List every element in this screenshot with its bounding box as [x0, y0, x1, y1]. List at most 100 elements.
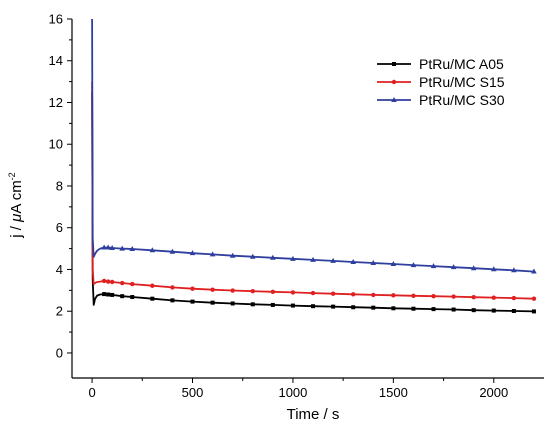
data-point: [189, 250, 196, 256]
data-point: [102, 292, 107, 297]
series-line: [91, 92, 535, 313]
data-point: [430, 263, 437, 269]
data-point: [391, 97, 397, 102]
data-point: [249, 253, 256, 259]
data-point: [310, 290, 316, 296]
y-axis-label-mu: μ: [8, 214, 25, 223]
data-point: [270, 302, 275, 307]
series-group: [91, 18, 537, 314]
data-point: [392, 62, 396, 66]
data-point: [210, 287, 215, 292]
data-point: [490, 266, 497, 272]
data-point: [106, 292, 111, 297]
series-ptru-mc-s15: [91, 81, 537, 301]
data-point: [471, 295, 476, 300]
data-point: [290, 303, 295, 308]
data-point: [101, 278, 107, 284]
y-axis-label-prefix: j /: [8, 222, 25, 239]
y-tick-label: 6: [56, 220, 63, 235]
data-point: [250, 288, 255, 294]
data-point: [105, 279, 111, 284]
data-point: [130, 295, 135, 300]
legend-label: PtRu/MC S30: [419, 92, 505, 108]
data-point: [350, 258, 356, 264]
y-tick-label: 2: [56, 304, 63, 319]
x-tick-label: 1000: [278, 385, 307, 400]
data-point: [371, 292, 376, 298]
data-point: [391, 79, 397, 85]
x-tick-label: 2000: [479, 385, 508, 400]
axes-group: 0 500 1000 1500 2000 0 2 4 6 8 10 12 14 16: [49, 12, 544, 400]
data-point: [410, 262, 417, 268]
data-point: [229, 252, 236, 258]
data-point: [150, 283, 155, 288]
y-tick-label: 4: [56, 262, 63, 277]
data-point: [149, 247, 156, 253]
data-point: [390, 261, 397, 267]
x-tick-label: 1500: [379, 385, 408, 400]
data-point: [330, 291, 336, 296]
data-point: [109, 279, 115, 285]
series-ptru-mc-s30: [91, 18, 537, 274]
data-point: [170, 298, 175, 303]
data-point: [431, 307, 436, 312]
data-point: [511, 267, 517, 273]
x-tick-label: 0: [88, 385, 95, 400]
data-point: [350, 292, 356, 297]
data-point: [250, 302, 255, 307]
data-point: [119, 245, 126, 251]
x-axis-label: Time / s: [287, 406, 340, 423]
data-point: [290, 290, 296, 295]
data-point: [290, 255, 296, 261]
data-point: [391, 306, 396, 311]
data-point: [451, 307, 456, 312]
y-tick-label: 0: [56, 345, 63, 360]
legend-label: PtRu/MC S15: [419, 74, 505, 90]
y-axis-label-unit: A cm: [8, 180, 25, 213]
data-point: [110, 292, 115, 297]
data-point: [411, 293, 416, 298]
data-point: [331, 304, 336, 309]
data-point: [129, 246, 136, 252]
data-point: [351, 305, 356, 310]
data-point: [411, 306, 416, 311]
series-ptru-mc-a05: [91, 92, 536, 314]
y-tick-label: 10: [49, 137, 63, 152]
data-point: [130, 281, 135, 287]
data-point: [190, 286, 195, 291]
data-point: [270, 254, 276, 260]
data-point: [101, 244, 107, 250]
data-point: [531, 309, 536, 314]
y-axis-label-exponent: -2: [7, 172, 17, 180]
data-point: [391, 293, 396, 298]
data-point: [109, 244, 115, 250]
legend-label: PtRu/MC A05: [419, 56, 504, 72]
data-point: [511, 309, 516, 314]
data-point: [531, 296, 537, 301]
data-point: [431, 293, 436, 299]
data-point: [230, 288, 235, 293]
data-point: [471, 308, 476, 313]
data-point: [470, 265, 477, 271]
x-tick-label: 500: [182, 385, 204, 400]
data-point: [310, 256, 316, 262]
data-point: [209, 251, 216, 257]
data-point: [105, 244, 111, 250]
data-point: [169, 248, 176, 254]
y-axis-label: j / μA cm-2: [7, 172, 25, 238]
data-point: [491, 295, 496, 300]
data-point: [120, 280, 125, 286]
data-point: [531, 268, 537, 274]
data-point: [120, 294, 125, 299]
data-point: [371, 305, 376, 310]
data-point: [370, 259, 377, 265]
data-point: [451, 294, 456, 299]
data-point: [330, 257, 336, 263]
legend: PtRu/MC A05 PtRu/MC S15 PtRu/MC S30: [377, 56, 505, 108]
data-point: [311, 304, 316, 309]
y-tick-label: 16: [49, 12, 63, 27]
data-point: [270, 289, 276, 294]
y-tick-label: 12: [49, 95, 63, 110]
